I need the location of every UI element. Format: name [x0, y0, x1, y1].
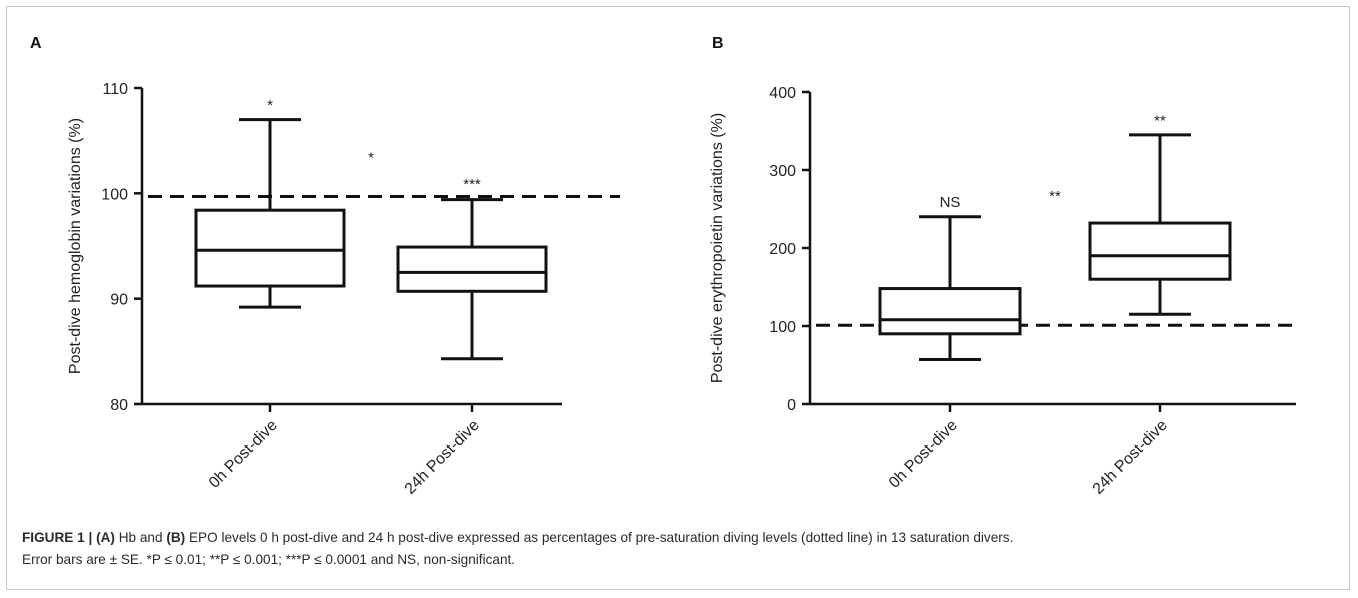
- x-tick-label: 24h Post-dive: [402, 417, 483, 498]
- caption-line-2: Error bars are ± SE. *P ≤ 0.01; **P ≤ 0.…: [22, 552, 516, 567]
- y-tick-label: 90: [110, 292, 128, 309]
- iqr-box: [1088, 221, 1232, 281]
- box-plot: [878, 215, 1022, 362]
- significance-label: *: [267, 97, 273, 114]
- y-tick-label: 400: [769, 85, 796, 102]
- significance-label: **: [1049, 188, 1061, 205]
- caption-text-1: Hb and: [114, 530, 167, 545]
- significance-label: NS: [940, 194, 961, 211]
- x-tick-label: 24h Post-dive: [1090, 417, 1171, 498]
- caption-line-1: FIGURE 1 | (A) Hb and (B) EPO levels 0 h…: [22, 527, 1342, 549]
- caption-text-2: EPO levels 0 h post-dive and 24 h post-d…: [185, 530, 1014, 545]
- panel-b: B 0 100 200 300 400 Post-dive erythropoietin v…: [709, 35, 1296, 498]
- y-axis-label: Post-dive hemoglobin variations (%): [67, 118, 84, 374]
- y-tick-label: 100: [769, 319, 796, 336]
- significance-label: ***: [463, 176, 481, 193]
- significance-label: *: [368, 149, 374, 166]
- figure-charts: A 80 90 100 110 Post-dive hemoglobin variatio…: [30, 35, 1296, 498]
- figure-caption: FIGURE 1 | (A) Hb and (B) EPO levels 0 h…: [22, 527, 1342, 571]
- iqr-box: [194, 208, 346, 288]
- caption-panel-b: (B): [166, 530, 186, 545]
- caption-panel-a: (A): [96, 530, 115, 545]
- panel-a: A 80 90 100 110 Post-dive hemoglobin variatio…: [30, 35, 620, 498]
- box-plot: [1088, 133, 1232, 316]
- y-tick-label: 110: [102, 81, 128, 98]
- iqr-box: [878, 287, 1022, 336]
- y-tick-label: 200: [769, 241, 796, 258]
- x-tick-label: 0h Post-dive: [206, 417, 281, 492]
- y-tick-label: 80: [110, 397, 128, 414]
- y-tick-label: 100: [101, 186, 128, 203]
- caption-figure-label: FIGURE 1 |: [22, 530, 93, 545]
- box-plot: [396, 198, 548, 361]
- y-tick-label: 300: [769, 163, 796, 180]
- significance-label: **: [1154, 112, 1166, 129]
- y-tick-label: 0: [787, 397, 796, 414]
- x-tick-label: 0h Post-dive: [886, 417, 961, 492]
- panel-letter: B: [712, 35, 724, 52]
- iqr-box: [396, 245, 548, 293]
- y-axis-label: Post-dive erythropoietin variations (%): [709, 113, 726, 383]
- panel-letter: A: [30, 35, 42, 52]
- box-plot: [194, 118, 346, 309]
- figure-frame: [6, 6, 1350, 590]
